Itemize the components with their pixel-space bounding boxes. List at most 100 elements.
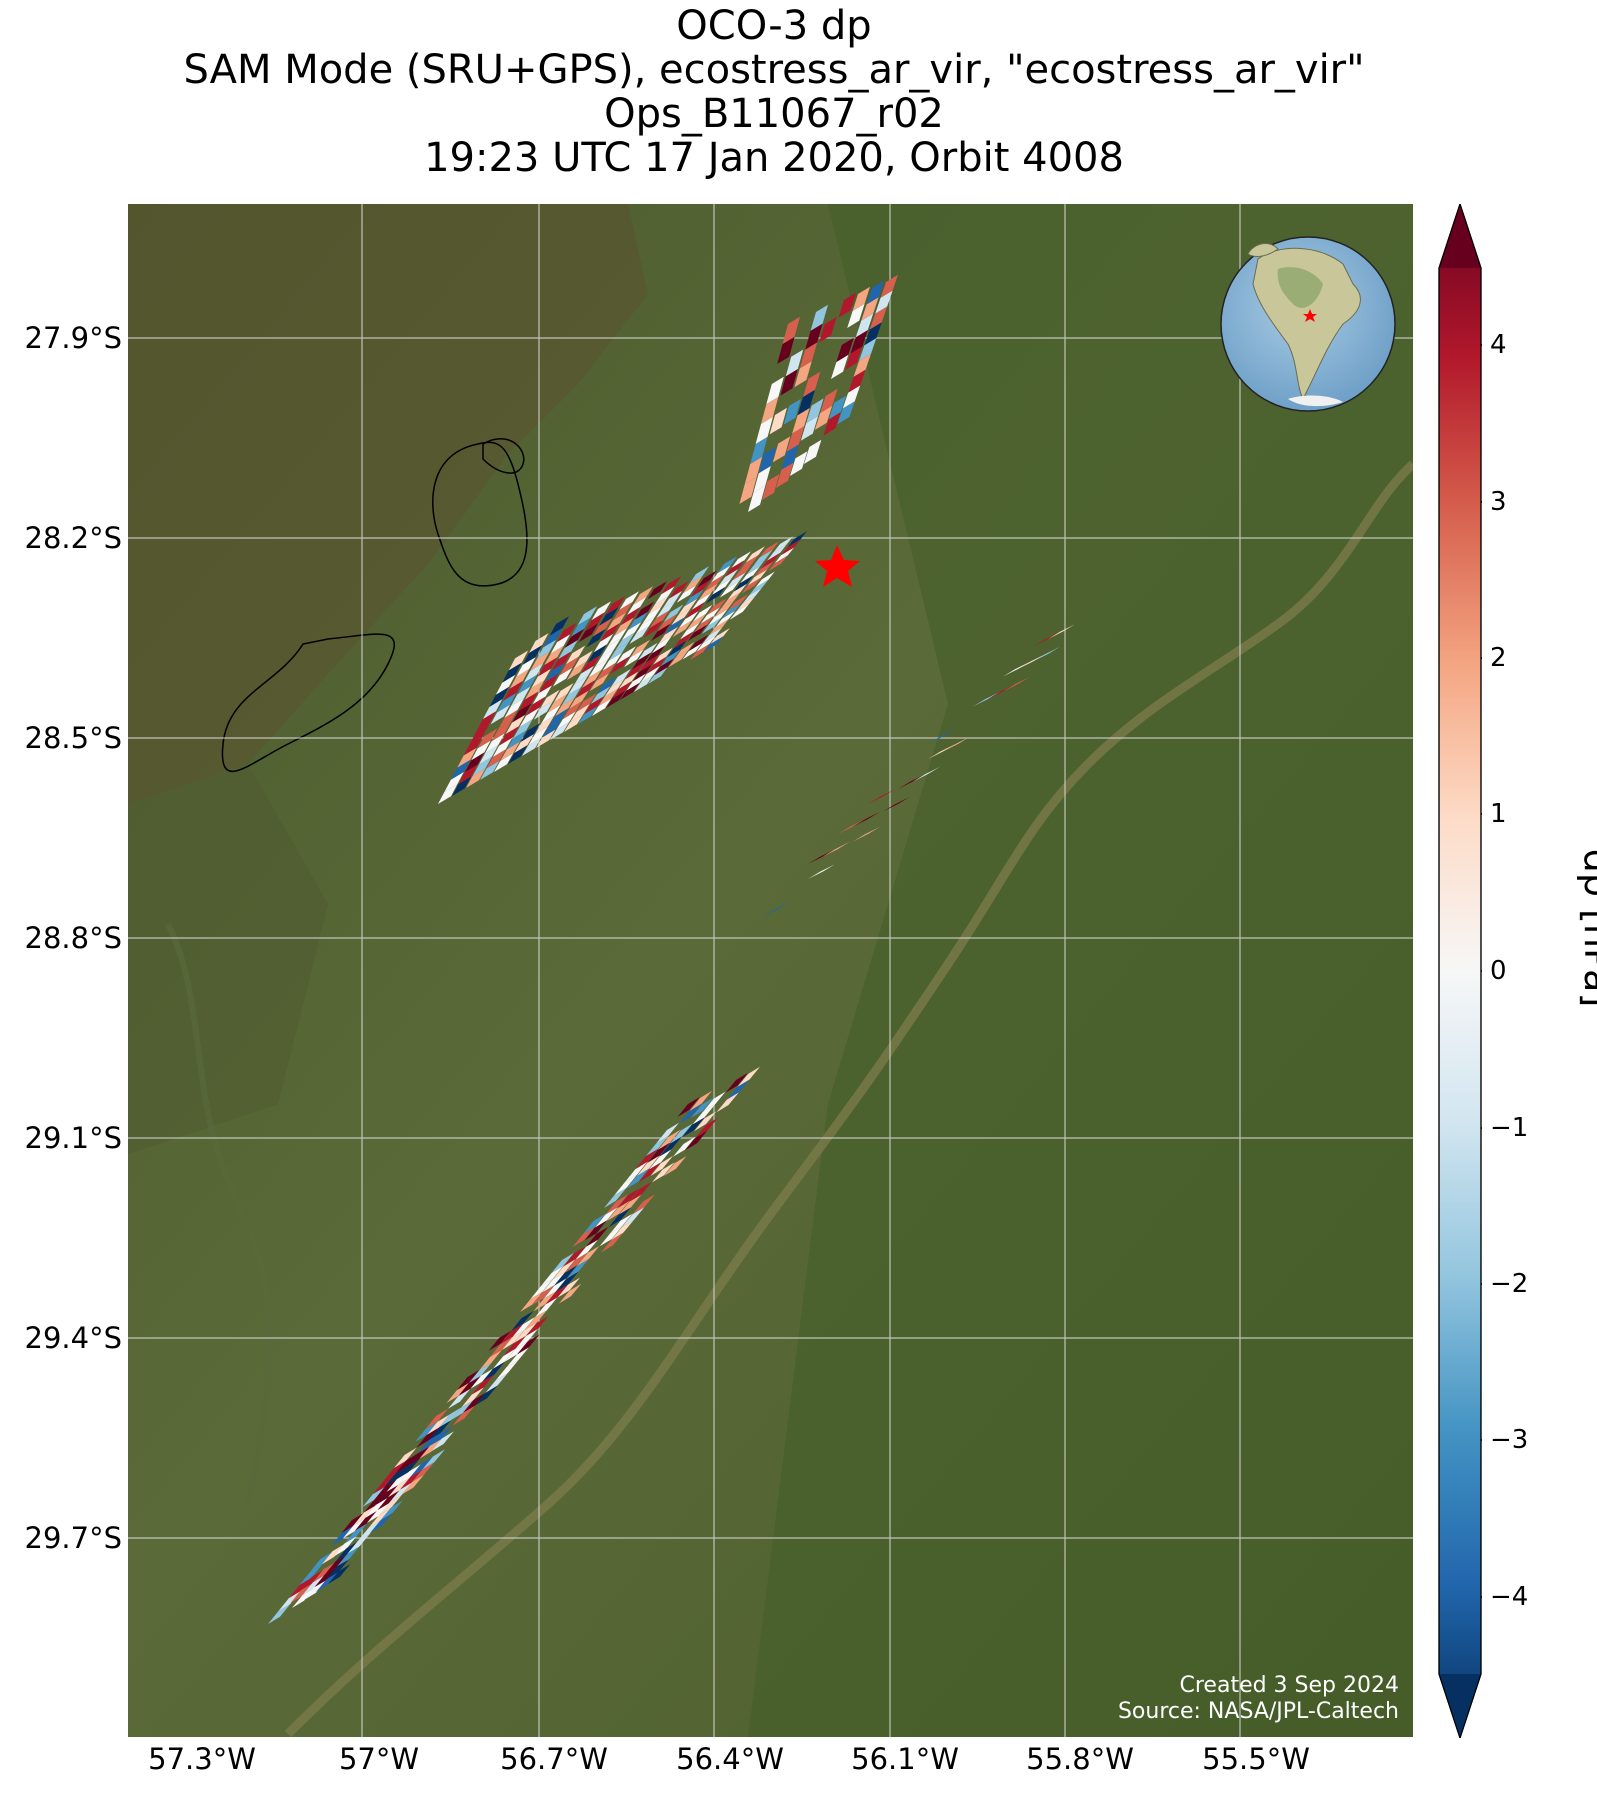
- sounding-footprint: [344, 1523, 367, 1544]
- sounding-footprint: [739, 476, 757, 504]
- sounding-footprint: [478, 745, 499, 765]
- sounding-footprint: [504, 698, 524, 718]
- sounding-footprint: [448, 1388, 471, 1409]
- sounding-footprint: [545, 1284, 568, 1305]
- sounding-footprint: [648, 596, 669, 614]
- title-line-3: Ops_B11067_r02: [604, 91, 944, 137]
- sounding-footprint: [808, 849, 835, 864]
- sounding-footprint: [710, 628, 730, 644]
- sounding-footprint: [785, 349, 804, 377]
- sounding-footprint: [774, 547, 795, 564]
- sounding-footprint: [875, 290, 893, 314]
- sounding-footprint: [690, 643, 710, 660]
- sounding-footprint: [457, 1369, 480, 1390]
- sounding-footprint: [654, 658, 674, 676]
- sounding-footprint: [645, 645, 666, 663]
- sounding-footprint: [565, 1252, 588, 1273]
- sounding-footprint: [472, 1374, 495, 1395]
- sounding-footprint: [625, 661, 645, 680]
- sounding-footprint: [630, 639, 650, 658]
- sounding-footprint: [754, 561, 774, 578]
- sounding-footprint: [855, 313, 874, 338]
- sounding-footprint: [556, 711, 576, 730]
- sounding-footprint: [563, 1246, 586, 1267]
- sounding-footprint: [790, 451, 808, 476]
- sounding-footprint: [551, 1252, 574, 1273]
- sounding-footprint: [847, 303, 865, 328]
- sounding-footprint: [514, 1322, 537, 1343]
- sounding-footprint: [485, 733, 505, 753]
- sounding-footprint: [494, 752, 514, 772]
- map-panel[interactable]: Created 3 Sep 2024 Source: NASA/JPL-Calt…: [128, 204, 1413, 1737]
- sounding-footprint: [697, 570, 717, 588]
- lon-label: 56.7°W: [500, 1742, 608, 1776]
- sounding-footprint: [611, 669, 631, 687]
- sounding-footprint: [614, 617, 634, 636]
- sounding-footprint: [725, 1072, 748, 1093]
- sounding-footprint: [649, 610, 670, 628]
- sounding-footprint: [383, 1460, 406, 1481]
- inset-globe: [1220, 236, 1396, 412]
- sounding-footprint: [533, 700, 554, 720]
- sounding-footprint: [810, 304, 828, 331]
- sounding-footprint: [577, 606, 597, 626]
- sounding-footprint: [613, 601, 633, 621]
- sounding-footprint: [715, 610, 736, 627]
- sounding-footprint: [528, 726, 548, 746]
- sounding-footprint: [334, 1536, 357, 1557]
- sounding-footprint: [590, 686, 611, 704]
- sounding-footprint: [534, 715, 555, 735]
- sounding-footprint: [787, 531, 807, 548]
- sounding-footprint: [659, 1136, 682, 1157]
- sounding-footprint: [628, 611, 648, 630]
- lat-label: 28.2°S: [24, 521, 122, 555]
- sounding-footprint: [655, 586, 675, 604]
- sounding-footprint: [781, 539, 801, 556]
- sounding-footprint: [376, 1484, 399, 1505]
- colorbar-tick: 4: [1490, 330, 1507, 360]
- sounding-footprint: [380, 1500, 403, 1521]
- sounding-footprint: [486, 749, 506, 769]
- sounding-footprint: [649, 1149, 672, 1170]
- sounding-footprint: [726, 572, 746, 589]
- sounding-footprint: [744, 456, 763, 484]
- sounding-footprint: [656, 1122, 679, 1143]
- sounding-footprint: [400, 1469, 423, 1490]
- sounding-footprint: [586, 1226, 609, 1247]
- sounding-footprint: [690, 579, 711, 598]
- sounding-footprint: [610, 1213, 633, 1234]
- sounding-footprint: [683, 575, 703, 594]
- sounding-footprint: [542, 1272, 565, 1293]
- sounding-footprint: [562, 700, 583, 720]
- sounding-footprint: [804, 439, 822, 464]
- sounding-footprint: [531, 668, 551, 688]
- sounding-footprint: [358, 1520, 381, 1541]
- sounding-footprint: [772, 436, 791, 463]
- sounding-footprint: [516, 656, 536, 677]
- sounding-footprint: [988, 684, 1015, 699]
- sounding-footprint: [617, 1188, 640, 1209]
- sounding-footprint: [511, 1310, 534, 1332]
- sounding-footprint: [653, 647, 673, 665]
- sounding-footprint: [605, 1194, 628, 1215]
- sounding-footprint: [622, 1207, 645, 1227]
- sounding-footprint: [483, 699, 503, 719]
- sounding-footprint: [1003, 676, 1030, 692]
- sounding-footprint: [325, 1554, 348, 1575]
- sounding-footprint: [573, 650, 593, 670]
- sounding-footprint: [343, 1518, 366, 1539]
- sounding-footprint: [299, 1564, 322, 1585]
- sounding-footprint: [836, 337, 854, 362]
- sounding-footprint: [700, 607, 720, 624]
- sounding-footprint: [593, 633, 614, 653]
- sounding-footprint: [828, 395, 847, 420]
- sounding-footprint: [301, 1569, 324, 1591]
- sounding-footprint: [517, 674, 537, 695]
- sounding-footprint: [820, 388, 838, 413]
- grassland-region: [128, 764, 328, 1154]
- sounding-footprint: [530, 1278, 553, 1299]
- sounding-footprint: [646, 656, 667, 674]
- sounding-footprint: [689, 1090, 712, 1111]
- lat-label: 27.9°S: [24, 321, 122, 355]
- forest-region: [748, 204, 1413, 1737]
